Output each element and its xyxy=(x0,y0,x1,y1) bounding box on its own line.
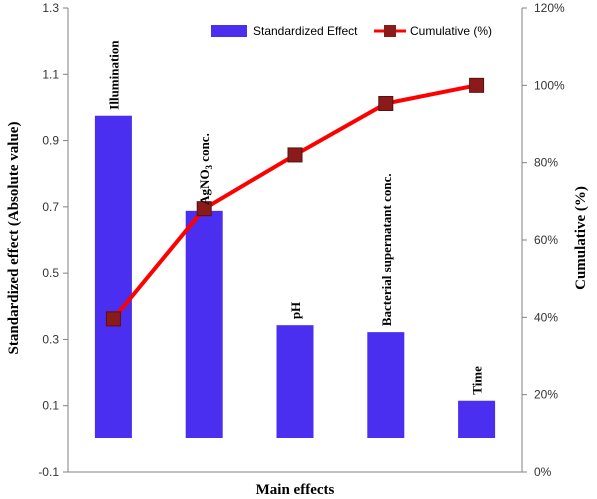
left-axis-ticks: -0.1 0.1 0.3 0.5 0.7 0.9 1.1 1.3 xyxy=(38,1,68,479)
left-tick-label: 0.1 xyxy=(42,399,59,413)
y2-axis-title: Cumulative (%) xyxy=(573,186,589,290)
cumulative-point xyxy=(378,96,394,112)
legend-marker-swatch xyxy=(384,25,396,37)
right-axis-ticks: 0% 20% 40% 60% 80% 100% 120% xyxy=(522,1,565,479)
bars-group xyxy=(94,115,496,438)
right-tick-label: 60% xyxy=(534,233,558,247)
left-tick-label: 0.3 xyxy=(42,332,59,346)
right-tick-label: 120% xyxy=(534,1,565,15)
bar-label: Time xyxy=(470,366,485,395)
bar-label: Bacterial supernatant conc. xyxy=(379,173,394,326)
bar-label: pH xyxy=(288,302,303,319)
left-tick-label: 1.3 xyxy=(42,1,59,15)
bar xyxy=(185,210,223,438)
right-tick-label: 100% xyxy=(534,78,565,92)
bar-label: AgNO3 conc. xyxy=(197,133,214,205)
cumulative-line xyxy=(111,83,477,321)
bar-labels-group: Illumination AgNO3 conc. pH Bacterial super… xyxy=(106,40,484,395)
bar xyxy=(276,325,314,438)
bar xyxy=(458,400,496,438)
right-tick-label: 0% xyxy=(534,465,552,479)
cumulative-point xyxy=(469,77,485,93)
left-tick-label: 0.9 xyxy=(42,134,59,148)
legend-bar-swatch xyxy=(211,25,247,37)
bar xyxy=(367,332,405,438)
bar xyxy=(94,115,132,438)
left-tick-label: 1.1 xyxy=(42,67,59,81)
cumulative-point xyxy=(287,147,303,163)
legend-line-label: Cumulative (%) xyxy=(410,24,492,38)
x-axis-title: Main effects xyxy=(256,482,335,498)
bar-label: Illumination xyxy=(106,40,121,110)
cumulative-point xyxy=(196,201,212,217)
left-tick-label: 0.7 xyxy=(42,200,59,214)
cumulative-point xyxy=(105,311,121,327)
legend-bar-label: Standardized Effect xyxy=(253,24,358,38)
right-tick-label: 20% xyxy=(534,388,558,402)
left-tick-label: 0.5 xyxy=(42,266,59,280)
legend: Standardized Effect Cumulative (%) xyxy=(211,24,492,38)
left-tick-label: -0.1 xyxy=(38,465,59,479)
right-tick-label: 80% xyxy=(534,156,558,170)
y-axis-title: Standardized effect (Absolute value) xyxy=(6,122,22,355)
right-tick-label: 40% xyxy=(534,310,558,324)
cumulative-line-group xyxy=(105,77,485,327)
